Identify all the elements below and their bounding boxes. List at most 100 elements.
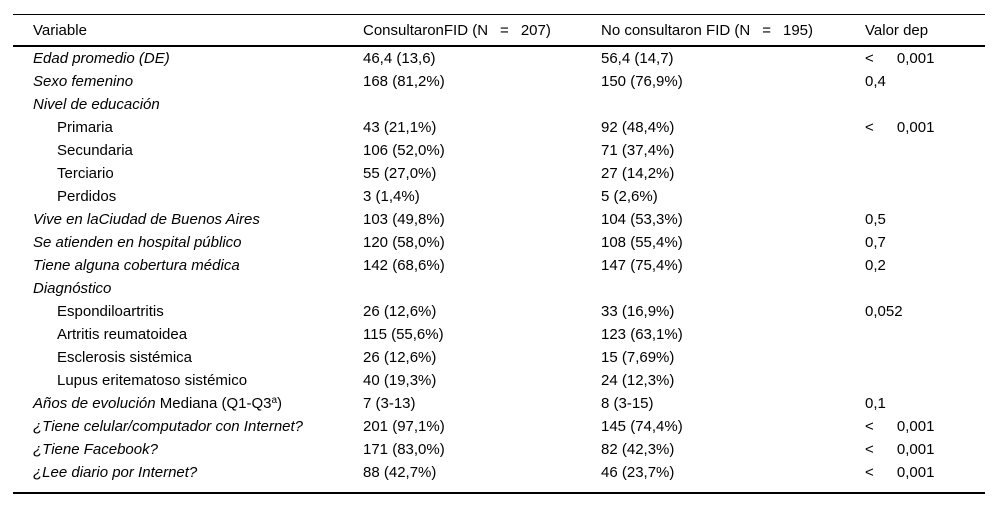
p-value: 0,052 — [865, 303, 903, 320]
table-row: Sexo femenino 168 (81,2%) 150 (76,9%) 0,… — [13, 70, 985, 93]
row-label: Vive en laCiudad de Buenos Aires — [13, 211, 363, 228]
no-consultaron-value: 92 (48,4%) — [601, 119, 675, 136]
p-value: 0,2 — [865, 257, 886, 274]
row-label-text: ¿Tiene celular/computador con Internet? — [33, 418, 304, 435]
header-consultaron-label: ConsultaronFID (N — [363, 21, 489, 39]
p-value: 0,7 — [865, 234, 886, 251]
consultaron-value: 103 (49,8%) — [363, 211, 445, 228]
row-label: Perdidos — [13, 188, 363, 205]
p-value: < 0,001 — [865, 119, 935, 136]
row-label-text: Nivel de educación — [33, 96, 160, 113]
table-row: Lupus eritematoso sistémico 40 (19,3%) 2… — [13, 369, 985, 392]
header-no-consultaron-n: 195) — [782, 21, 814, 39]
row-label-text: Edad promedio (DE) — [33, 50, 170, 67]
table-row: Nivel de educación — [13, 93, 985, 116]
table-row: Perdidos 3 (1,4%) 5 (2,6%) — [13, 185, 985, 208]
row-label: Años de evolución Mediana (Q1-Q3a) — [13, 395, 363, 412]
row-label-text: Secundaria — [57, 142, 133, 159]
consultaron-value: 201 (97,1%) — [363, 418, 445, 435]
table-row: ¿Tiene celular/computador con Internet? … — [13, 415, 985, 438]
header-consultaron-n: 207) — [520, 21, 551, 39]
row-label: Secundaria — [13, 142, 363, 159]
consultaron-value: 43 (21,1%) — [363, 119, 437, 136]
table-row: Primaria 43 (21,1%) 92 (48,4%) < 0,001 — [13, 116, 985, 139]
consultaron-value: 171 (83,0%) — [363, 441, 445, 458]
row-label: Lupus eritematoso sistémico — [13, 372, 363, 389]
row-label: Espondiloartritis — [13, 303, 363, 320]
row-label-text: Esclerosis sistémica — [57, 349, 193, 366]
p-value: 0,5 — [865, 211, 886, 228]
row-label: Artritis reumatoidea — [13, 326, 363, 343]
comparison-table: Variable ConsultaronFID (N = 207) No consu… — [13, 14, 985, 494]
table-row: Tiene alguna cobertura médica 142 (68,6%… — [13, 254, 985, 277]
table-row: Años de evolución Mediana (Q1-Q3a) 7 (3-… — [13, 392, 985, 415]
table-row: ¿Tiene Facebook? 171 (83,0%) 82 (42,3%) … — [13, 438, 985, 461]
header-variable: Variable — [13, 22, 363, 39]
table-header-row: Variable ConsultaronFID (N = 207) No consu… — [13, 15, 985, 47]
consultaron-value: 46,4 (13,6) — [363, 50, 436, 67]
row-label-text: Mediana (Q1-Q3 — [155, 395, 272, 412]
p-value: 0,4 — [865, 73, 886, 90]
row-label: Diagnóstico — [13, 280, 363, 297]
row-label-text: Diagnóstico — [33, 280, 112, 297]
no-consultaron-value: 27 (14,2%) — [601, 165, 675, 182]
no-consultaron-value: 8 (3-15) — [601, 395, 654, 412]
table-row: Terciario 55 (27,0%) 27 (14,2%) — [13, 162, 985, 185]
consultaron-value: 55 (27,0%) — [363, 165, 437, 182]
consultaron-value: 7 (3-13) — [363, 395, 416, 412]
header-no-consultaron-equals: = — [762, 21, 771, 39]
header-no-consultaron-label: No consultaron FID (N — [601, 21, 751, 39]
p-value: 0,1 — [865, 395, 886, 412]
consultaron-value: 26 (12,6%) — [363, 349, 437, 366]
table-row: Esclerosis sistémica 26 (12,6%) 15 (7,69… — [13, 346, 985, 369]
consultaron-value: 40 (19,3%) — [363, 372, 437, 389]
no-consultaron-value: 150 (76,9%) — [601, 73, 683, 90]
header-variable-label: Variable — [33, 21, 87, 39]
table-row: Edad promedio (DE) 46,4 (13,6) 56,4 (14,… — [13, 47, 985, 70]
header-p-value: Valor dep — [865, 22, 985, 39]
row-label-text: ¿Tiene Facebook? — [33, 441, 158, 458]
header-no-consultaron: No consultaron FID (N = 195) — [601, 22, 865, 39]
consultaron-value: 168 (81,2%) — [363, 73, 445, 90]
no-consultaron-value: 108 (55,4%) — [601, 234, 683, 251]
no-consultaron-value: 123 (63,1%) — [601, 326, 683, 343]
p-value: < 0,001 — [865, 464, 935, 481]
table-body: Edad promedio (DE) 46,4 (13,6) 56,4 (14,… — [13, 47, 985, 492]
row-label: Tiene alguna cobertura médica — [13, 257, 363, 274]
row-label-text: Perdidos — [57, 188, 117, 205]
table-row: Espondiloartritis 26 (12,6%) 33 (16,9%) … — [13, 300, 985, 323]
consultaron-value: 26 (12,6%) — [363, 303, 437, 320]
row-label: ¿Tiene celular/computador con Internet? — [13, 418, 363, 435]
table-row: Se atienden en hospital público 120 (58,… — [13, 231, 985, 254]
no-consultaron-value: 15 (7,69%) — [601, 349, 675, 366]
consultaron-value: 3 (1,4%) — [363, 188, 420, 205]
consultaron-value: 88 (42,7%) — [363, 464, 437, 481]
row-label-text: ¿Lee diario por Internet? — [33, 464, 198, 481]
no-consultaron-value: 82 (42,3%) — [601, 441, 675, 458]
row-label-text: Espondiloartritis — [57, 303, 164, 320]
p-value: < 0,001 — [865, 441, 935, 458]
table-row: Diagnóstico — [13, 277, 985, 300]
consultaron-value: 142 (68,6%) — [363, 257, 445, 274]
row-label-text: Primaria — [57, 119, 113, 136]
table-row: Secundaria 106 (52,0%) 71 (37,4%) — [13, 139, 985, 162]
no-consultaron-value: 5 (2,6%) — [601, 188, 658, 205]
row-label-text: Tiene alguna cobertura médica — [33, 257, 240, 274]
no-consultaron-value: 46 (23,7%) — [601, 464, 675, 481]
row-label: Terciario — [13, 165, 363, 182]
no-consultaron-value: 147 (75,4%) — [601, 257, 683, 274]
row-label: Esclerosis sistémica — [13, 349, 363, 366]
table-row: Vive en laCiudad de Buenos Aires 103 (49… — [13, 208, 985, 231]
no-consultaron-value: 24 (12,3%) — [601, 372, 675, 389]
row-label: Nivel de educación — [13, 96, 363, 113]
row-label-text: a — [271, 395, 278, 406]
row-label-text: Vive en laCiudad de Buenos Aires — [33, 211, 260, 228]
no-consultaron-value: 104 (53,3%) — [601, 211, 683, 228]
p-value: < 0,001 — [865, 50, 935, 67]
header-consultaron: ConsultaronFID (N = 207) — [363, 22, 601, 39]
row-label-text: Artritis reumatoidea — [57, 326, 188, 343]
header-consultaron-equals: = — [500, 21, 509, 39]
row-label-text: Terciario — [57, 165, 114, 182]
header-p-value-label: Valor dep — [865, 21, 929, 39]
consultaron-value: 115 (55,6%) — [363, 326, 444, 343]
